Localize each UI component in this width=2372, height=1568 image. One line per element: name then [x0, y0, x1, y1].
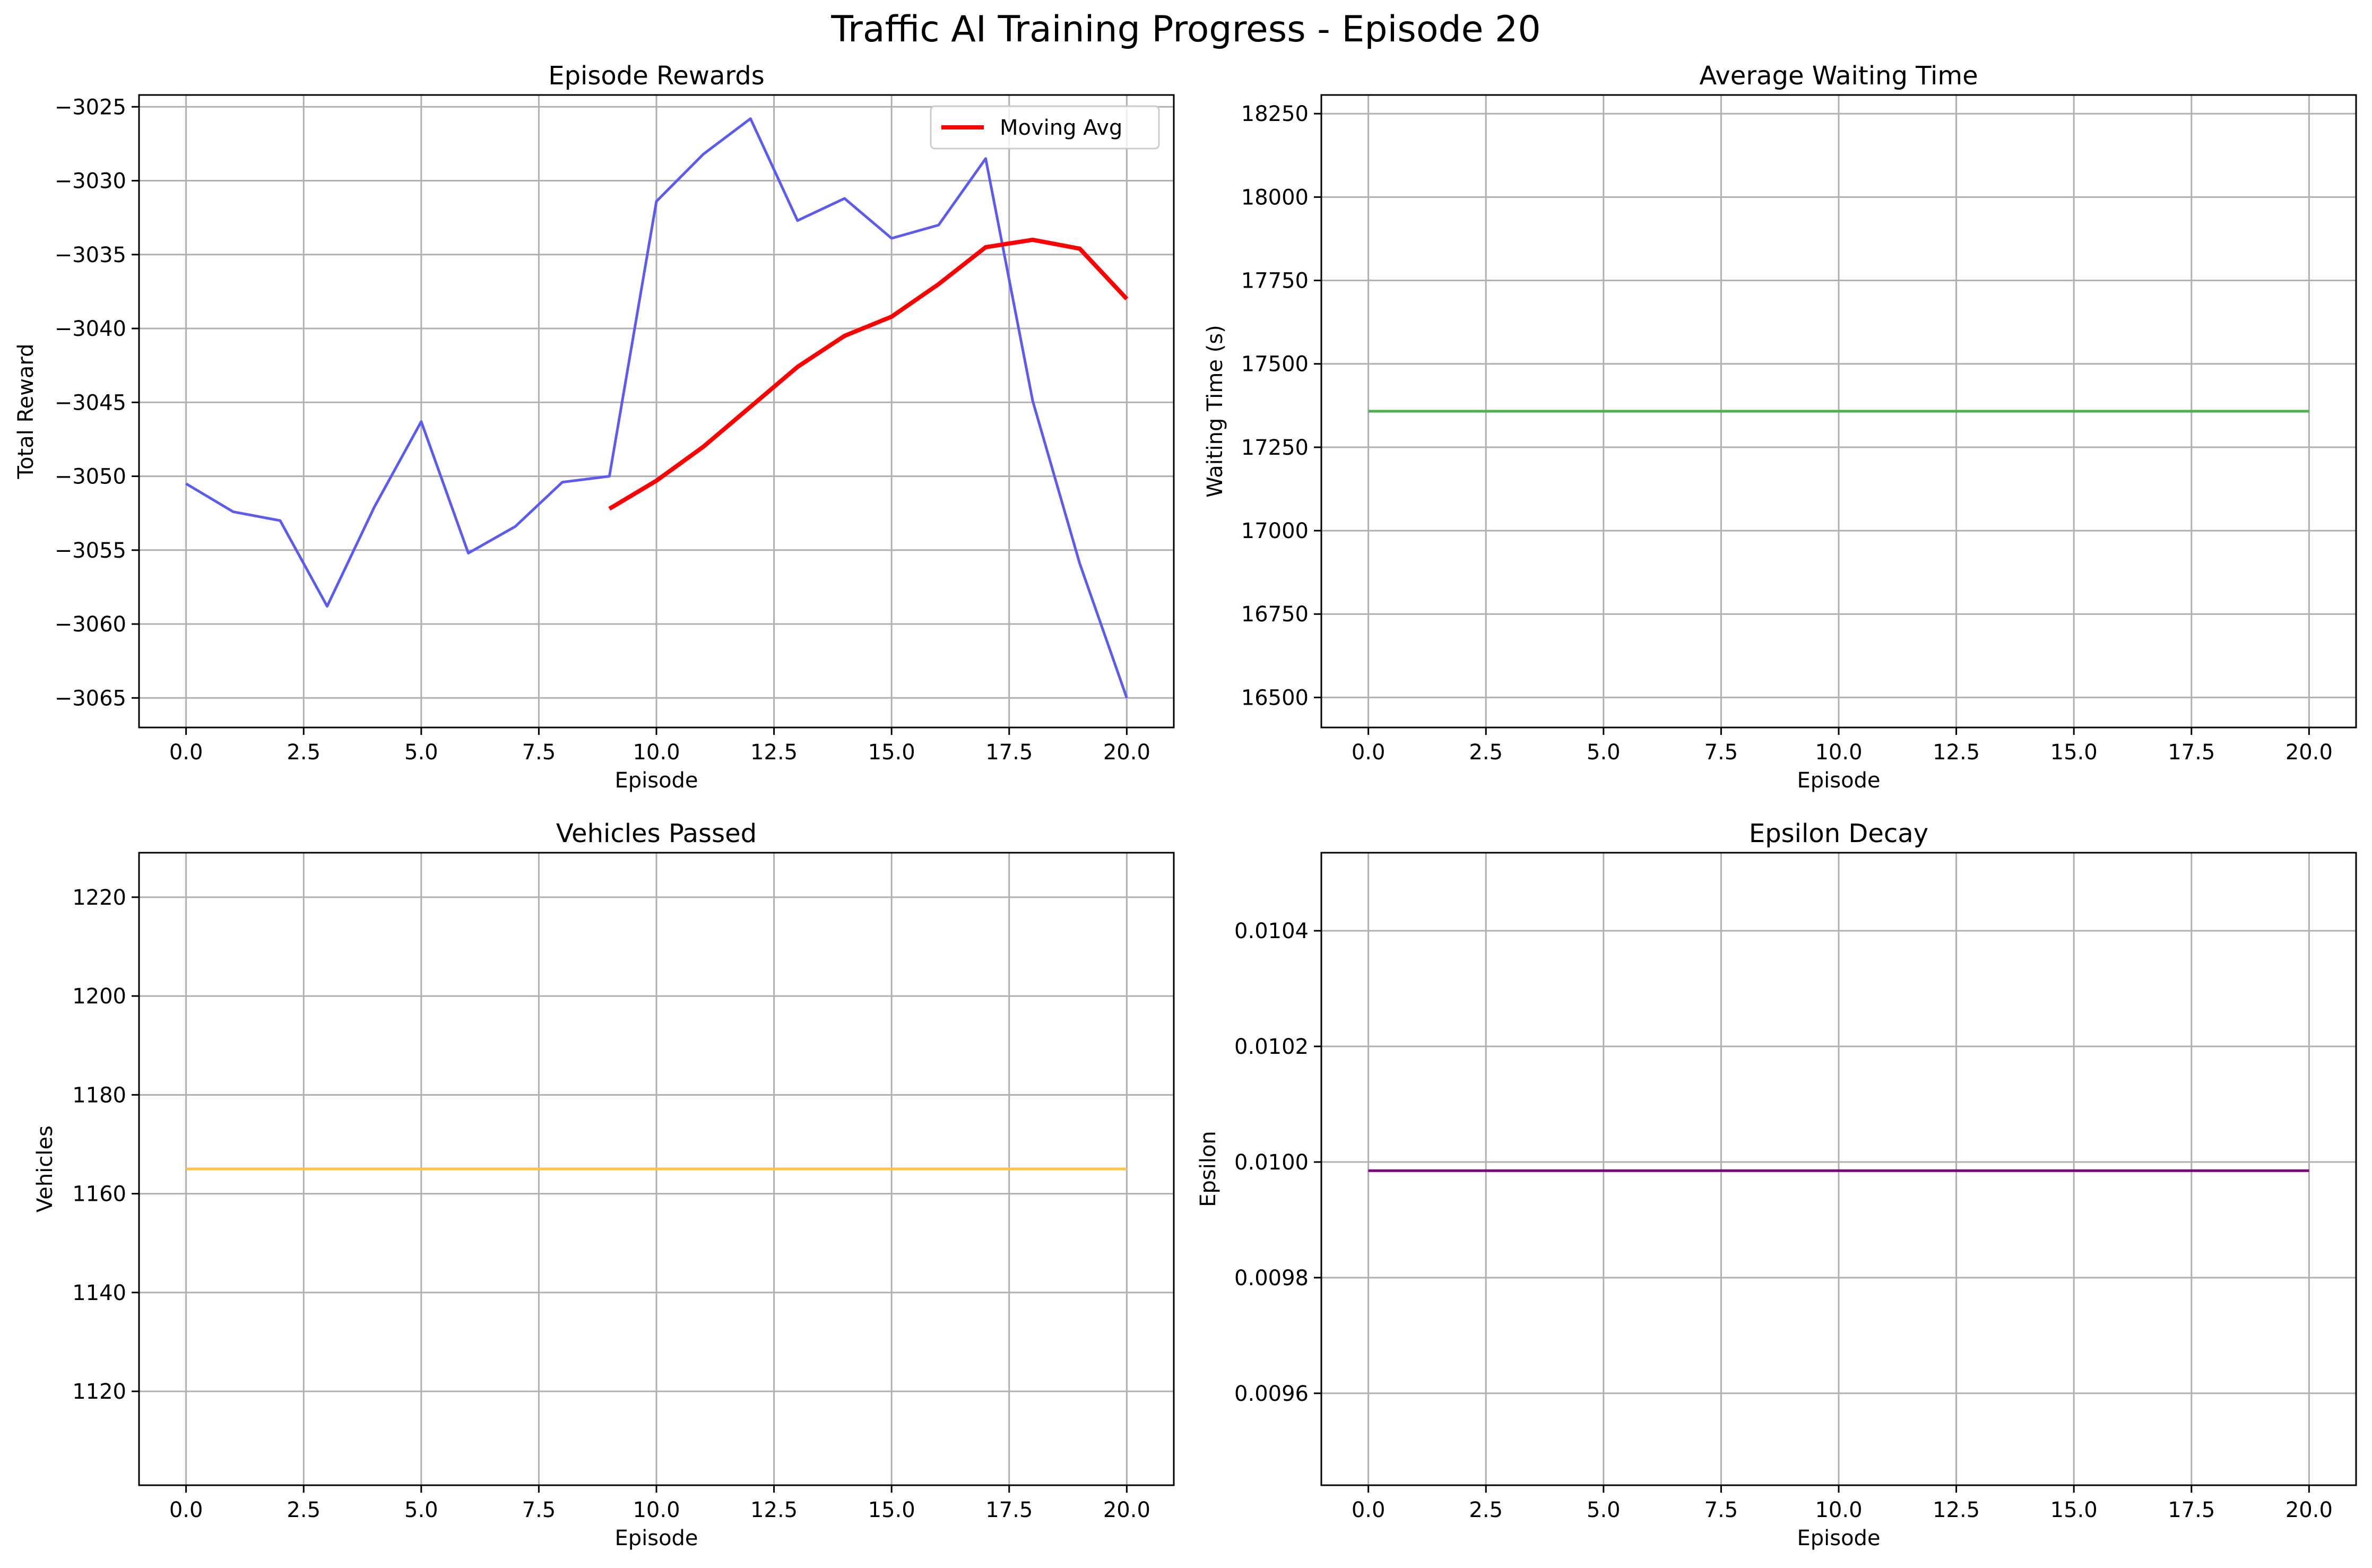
x-tick-label: 20.0 — [2286, 740, 2333, 765]
x-tick-label: 10.0 — [633, 1498, 680, 1522]
y-tick-label: 17750 — [1241, 269, 1309, 293]
y-tick-label: 1160 — [72, 1182, 126, 1207]
x-tick-label: 17.5 — [2168, 1498, 2215, 1522]
x-tick-label: 15.0 — [868, 1498, 915, 1522]
y-tick-label: 1220 — [72, 886, 126, 910]
y-tick-label: −3065 — [55, 686, 126, 711]
legend: Moving Avg — [930, 105, 1160, 150]
x-tick-label: 7.5 — [1704, 1498, 1738, 1522]
x-tick-label: 5.0 — [1587, 740, 1621, 765]
y-tick-label: 0.0104 — [1234, 919, 1309, 943]
x-tick-label: 20.0 — [1103, 740, 1150, 765]
x-tick-label: 15.0 — [2050, 1498, 2098, 1522]
legend-label: Moving Avg — [1000, 116, 1122, 140]
x-tick-label: 0.0 — [1352, 740, 1386, 765]
legend-box — [930, 105, 1160, 150]
y-tick-label: 17250 — [1241, 436, 1309, 460]
y-tick-label: 18000 — [1241, 185, 1309, 210]
panel-epsilon: 0.0 2.5 5.0 7.5 10.0 12.5 15.0 17.5 20.0 0.0096 0.… — [1196, 819, 2357, 1550]
x-tick-label: 10.0 — [633, 740, 680, 765]
x-axis-label: Episode — [614, 1526, 698, 1550]
x-tick-label: 0.0 — [169, 740, 203, 765]
x-tick-label: 17.5 — [2168, 740, 2215, 765]
x-tick-label: 20.0 — [2286, 1498, 2333, 1522]
x-tick-label: 2.5 — [1469, 740, 1503, 765]
y-tick-label: −3060 — [55, 612, 126, 637]
y-tick-label: 0.0098 — [1234, 1266, 1309, 1290]
y-tick-label: 18250 — [1241, 102, 1309, 126]
rewards-line — [185, 117, 1128, 699]
x-tick-label: 0.0 — [1352, 1498, 1386, 1522]
y-tick-label: −3025 — [55, 95, 126, 119]
y-tick-label: 1180 — [72, 1083, 126, 1107]
x-tick-label: 2.5 — [287, 740, 321, 765]
y-axis-label: Total Reward — [14, 343, 38, 479]
y-tick-label: −3035 — [55, 243, 126, 267]
x-tick-label: 12.5 — [750, 740, 798, 765]
panel-waiting-time: 0.0 2.5 5.0 7.5 10.0 12.5 15.0 17.5 20.0 16500 167… — [1203, 61, 2357, 793]
y-tick-label: −3040 — [55, 317, 126, 341]
y-tick-label: 16750 — [1241, 602, 1309, 627]
x-tick-label: 12.5 — [1933, 740, 1980, 765]
chart-title: Epsilon Decay — [1749, 819, 1928, 848]
moving-avg-line — [608, 237, 1129, 511]
y-tick-label: 16500 — [1241, 686, 1309, 710]
figure-title: Traffic AI Training Progress - Episode 2… — [830, 8, 1540, 50]
x-tick-label: 7.5 — [1704, 740, 1738, 765]
x-tick-label: 12.5 — [1933, 1498, 1980, 1522]
chart-title: Episode Rewards — [548, 61, 765, 91]
x-tick-label: 15.0 — [868, 740, 915, 765]
x-tick-label: 10.0 — [1815, 1498, 1862, 1522]
y-tick-label: −3050 — [55, 465, 126, 489]
panel-vehicles: 0.0 2.5 5.0 7.5 10.0 12.5 15.0 17.5 20.0 1120 1140… — [33, 819, 1175, 1550]
x-axis-label: Episode — [614, 768, 698, 793]
x-tick-label: 5.0 — [1587, 1498, 1621, 1522]
x-tick-label: 10.0 — [1815, 740, 1862, 765]
x-axis-label: Episode — [1797, 1526, 1880, 1550]
y-tick-label: 17000 — [1241, 519, 1309, 543]
y-tick-label: 17500 — [1241, 352, 1309, 377]
x-tick-label: 5.0 — [404, 1498, 438, 1522]
x-tick-label: 5.0 — [404, 740, 438, 765]
y-tick-label: −3055 — [55, 539, 126, 563]
x-tick-label: 17.5 — [985, 1498, 1033, 1522]
x-tick-label: 15.0 — [2050, 740, 2098, 765]
y-tick-label: −3030 — [55, 169, 126, 194]
y-tick-label: 0.0096 — [1234, 1382, 1309, 1406]
x-tick-label: 17.5 — [985, 740, 1033, 765]
x-axis-label: Episode — [1797, 768, 1880, 793]
y-axis-label: Waiting Time (s) — [1203, 325, 1227, 498]
y-tick-label: −3045 — [55, 391, 126, 415]
x-tick-label: 12.5 — [750, 1498, 798, 1522]
y-tick-label: 1200 — [72, 984, 126, 1009]
chart-title: Average Waiting Time — [1699, 61, 1978, 91]
x-tick-label: 20.0 — [1103, 1498, 1150, 1522]
x-tick-label: 2.5 — [287, 1498, 321, 1522]
y-axis-label: Vehicles — [33, 1125, 57, 1212]
y-tick-label: 1120 — [72, 1380, 126, 1404]
panel-rewards: 0.0 2.5 5.0 7.5 10.0 12.5 15.0 17.5 20.0 −3025 −30… — [14, 61, 1175, 793]
x-tick-label: 7.5 — [522, 1498, 556, 1522]
y-axis-label: Epsilon — [1196, 1131, 1220, 1207]
y-tick-label: 0.0100 — [1234, 1150, 1309, 1175]
x-tick-label: 0.0 — [169, 1498, 203, 1522]
x-tick-label: 7.5 — [522, 740, 556, 765]
x-tick-label: 2.5 — [1469, 1498, 1503, 1522]
chart-title: Vehicles Passed — [556, 819, 757, 848]
y-tick-label: 1140 — [72, 1281, 126, 1305]
y-tick-label: 0.0102 — [1234, 1035, 1309, 1059]
